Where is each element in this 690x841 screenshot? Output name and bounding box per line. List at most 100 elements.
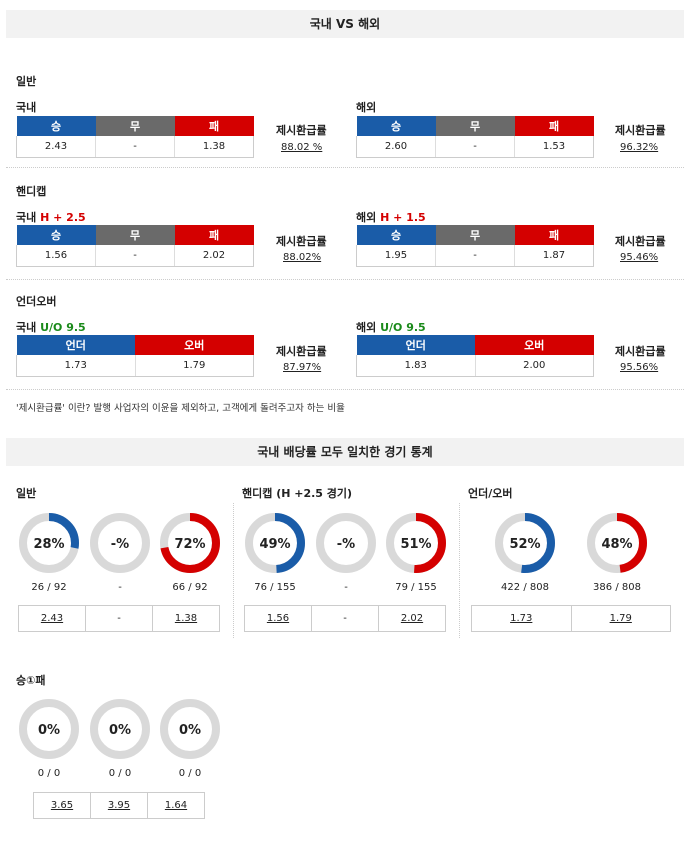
stats-win1loss-count-0: 0 / 0 — [37, 768, 61, 779]
donut-percent-label: 0% — [179, 723, 201, 738]
donut-track — [19, 699, 79, 759]
col-draw: 무 — [95, 225, 175, 245]
return-rate-value[interactable]: 95.56% — [620, 362, 659, 373]
stats-win1loss-count-2: 0 / 0 — [178, 768, 202, 779]
odds-lose[interactable]: 1.64 — [147, 792, 205, 819]
stats-win1loss-donut-2: 0% — [160, 699, 220, 759]
col-lose: 패 — [174, 225, 254, 245]
col-win: 승 — [16, 116, 96, 136]
stats-handicap-count-0: 76 / 155 — [254, 582, 296, 593]
odds-lose: 1.38 — [174, 136, 254, 158]
odds-under[interactable]: 1.73 — [471, 605, 572, 632]
return-rate-note: '제시환급률' 이란? 발행 사업자의 이윤을 제외하고, 고객에게 돌려주고자… — [16, 403, 345, 414]
stats-underover-donut-0: 52% — [495, 513, 555, 573]
odds-lose: 1.87 — [514, 245, 594, 267]
stats-win1loss-title: 승①패 — [16, 674, 46, 687]
stats-win1loss-count-1: 0 / 0 — [108, 768, 132, 779]
return-rate-label: 제시환급률 — [615, 235, 666, 248]
divider — [6, 167, 684, 168]
odds-under: 1.83 — [356, 355, 475, 377]
return-rate-label: 제시환급률 — [615, 124, 666, 137]
odds-draw: - — [95, 136, 175, 158]
odds-under: 1.73 — [16, 355, 135, 377]
odds-lose: 1.53 — [514, 136, 594, 158]
return-rate-value[interactable]: 88.02 % — [281, 142, 323, 153]
return-rate-value[interactable]: 95.46% — [620, 252, 659, 263]
section-title-underover: 언더오버 — [16, 295, 57, 308]
underover-overseas-table: 언더 오버 1.83 2.00 — [356, 335, 594, 377]
handicap-overseas-table: 승 무 패 1.95 - 1.87 — [356, 225, 594, 267]
donut-track — [160, 699, 220, 759]
odds-draw: - — [85, 605, 153, 632]
donut-arc — [495, 513, 555, 573]
section-title-general: 일반 — [16, 75, 37, 88]
col-win: 승 — [356, 116, 436, 136]
donut-track — [90, 513, 150, 573]
donut-percent-label: 52% — [509, 537, 540, 552]
col-win: 승 — [16, 225, 96, 245]
column-divider — [459, 503, 460, 638]
odds-lose[interactable]: 2.02 — [378, 605, 446, 632]
col-under: 언더 — [356, 335, 475, 355]
donut-arc — [160, 513, 220, 573]
stats-underover-odds-table: 1.73 1.79 — [471, 605, 671, 632]
general-overseas-label: 해외 — [356, 101, 377, 114]
return-rate-value[interactable]: 88.02% — [283, 252, 322, 263]
stats-handicap-count-2: 79 / 155 — [395, 582, 437, 593]
stats-handicap-donut-2: 51% — [386, 513, 446, 573]
divider — [6, 389, 684, 390]
col-over: 오버 — [135, 335, 254, 355]
donut-arc — [245, 513, 305, 573]
stats-general-donut-2: 72% — [160, 513, 220, 573]
handicap-domestic-table: 승 무 패 1.56 - 2.02 — [16, 225, 254, 267]
col-draw: 무 — [435, 225, 515, 245]
stats-win1loss-donut-1: 0% — [90, 699, 150, 759]
stats-underover-count-1: 386 / 808 — [593, 582, 641, 593]
stats-general-title: 일반 — [16, 487, 37, 500]
odds-over[interactable]: 1.79 — [570, 605, 671, 632]
stats-general-donut-0: 28% — [19, 513, 79, 573]
page-title: 국내 VS 해외 — [6, 10, 684, 38]
return-rate-label: 제시환급률 — [276, 235, 327, 248]
donut-percent-label: -% — [111, 537, 129, 552]
return-rate-value[interactable]: 96.32% — [620, 142, 659, 153]
odds-lose: 2.02 — [174, 245, 254, 267]
return-rate-value[interactable]: 87.97% — [283, 362, 322, 373]
odds-win[interactable]: 1.56 — [244, 605, 312, 632]
donut-track — [90, 699, 150, 759]
donut-arc — [386, 513, 446, 573]
stats-handicap-odds-table: 1.56 - 2.02 — [244, 605, 446, 632]
odds-win: 1.56 — [16, 245, 96, 267]
underover-domestic-table: 언더 오버 1.73 1.79 — [16, 335, 254, 377]
return-rate-label: 제시환급률 — [276, 124, 327, 137]
general-overseas-table: 승 무 패 2.60 - 1.53 — [356, 116, 594, 158]
odds-draw: - — [311, 605, 379, 632]
donut-track — [316, 513, 376, 573]
odds-win[interactable]: 3.65 — [33, 792, 91, 819]
odds-lose[interactable]: 1.38 — [152, 605, 220, 632]
odds-win[interactable]: 2.43 — [18, 605, 86, 632]
odds-over: 2.00 — [474, 355, 594, 377]
col-under: 언더 — [16, 335, 135, 355]
col-draw: 무 — [435, 116, 515, 136]
divider — [6, 279, 684, 280]
handicap-overseas-label: 해외 H + 1.5 — [356, 211, 426, 224]
odds-win: 2.43 — [16, 136, 96, 158]
odds-over: 1.79 — [134, 355, 254, 377]
stats-general-donut-1: -% — [90, 513, 150, 573]
col-win: 승 — [356, 225, 436, 245]
donut-percent-label: 49% — [259, 537, 290, 552]
general-domestic-table: 승 무 패 2.43 - 1.38 — [16, 116, 254, 158]
donut-percent-label: 0% — [109, 723, 131, 738]
stats-general-count-1: - — [118, 582, 122, 593]
stats-win1loss-donut-0: 0% — [19, 699, 79, 759]
odds-draw[interactable]: 3.95 — [90, 792, 148, 819]
odds-draw: - — [435, 245, 515, 267]
stats-general-count-0: 26 / 92 — [31, 582, 67, 593]
column-divider — [233, 503, 234, 638]
donut-arc — [19, 513, 79, 573]
donut-percent-label: 0% — [38, 723, 60, 738]
stats-handicap-donut-1: -% — [316, 513, 376, 573]
odds-win: 1.95 — [356, 245, 436, 267]
general-domestic-label: 국내 — [16, 101, 37, 114]
